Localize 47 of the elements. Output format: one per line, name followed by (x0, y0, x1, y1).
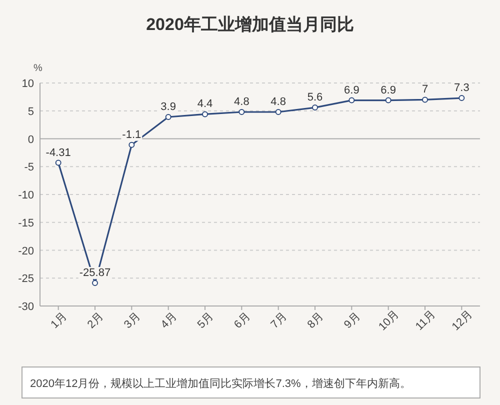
y-tick-label: 5 (28, 106, 34, 118)
point (312, 104, 318, 111)
x-tick-label: 6月 (232, 310, 253, 332)
data-label: -25.87 (79, 266, 111, 279)
x-tick-label: 5月 (195, 310, 216, 332)
point (238, 108, 245, 115)
data-label: 5.6 (307, 92, 323, 104)
point (422, 96, 428, 103)
point (385, 97, 392, 104)
chart-title: 2020年工业增加值当月同比 (146, 15, 354, 34)
x-tick-label: 11月 (414, 308, 438, 333)
point (275, 108, 282, 115)
point (348, 97, 355, 104)
data-label: 6.9 (380, 84, 396, 96)
data-label: 4.8 (270, 96, 286, 108)
data-label: 7.3 (454, 82, 470, 94)
x-tick-label: 2月 (85, 310, 106, 332)
y-tick-label: -25 (18, 273, 34, 286)
data-label: -4.31 (46, 146, 71, 159)
y-tick-label: -15 (18, 217, 34, 230)
x-tick-label: 8月 (305, 310, 326, 332)
x-tick-label: 9月 (342, 310, 363, 332)
x-tick-label: 4月 (158, 310, 180, 332)
y-tick-label: 10 (22, 78, 34, 90)
data-label: 4.8 (234, 96, 250, 108)
data-label: 7 (422, 84, 428, 96)
point (128, 142, 135, 148)
x-tick-label: 12月 (450, 308, 475, 334)
y-tick-label: -20 (18, 245, 34, 258)
data-label: 6.9 (344, 84, 360, 96)
x-tick-label: 7月 (268, 310, 290, 332)
y-axis-title: % (34, 63, 43, 74)
y-tick-label: 0 (28, 134, 34, 146)
point (55, 160, 62, 166)
data-label: 3.9 (160, 101, 176, 114)
point (165, 114, 172, 120)
data-label: -1.1 (122, 128, 142, 141)
text: 2020年12月份，规模以上工业增加值同比实际增长7.3%，增速创下年内新高。 (30, 377, 411, 390)
x-tick-label: 3月 (122, 310, 143, 332)
point (202, 111, 208, 118)
y-tick-label: -5 (24, 162, 34, 174)
data-label: 4.4 (197, 98, 213, 110)
x-tick-label: 1月 (48, 310, 70, 332)
x-tick-label: 10月 (376, 308, 402, 334)
y-tick-label: -30 (18, 301, 34, 313)
point (458, 95, 465, 102)
y-tick-label: -10 (18, 190, 34, 202)
